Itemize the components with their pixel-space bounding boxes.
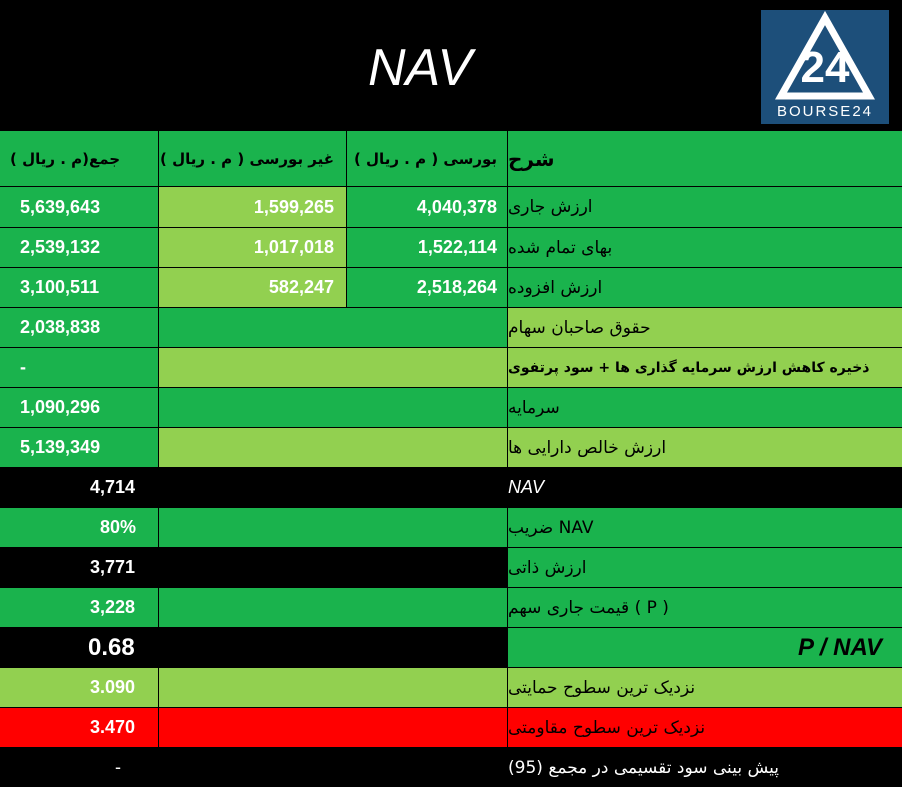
- row-label: پیش بینی سود تقسیمی در مجمع (95): [508, 748, 902, 787]
- empty-cell: [159, 468, 508, 507]
- total-value: 3,228: [0, 588, 159, 627]
- empty-cell: [159, 308, 508, 347]
- total-value: 80%: [0, 508, 159, 547]
- table-row: - ذخیره کاهش ارزش سرمایه گذاری ها + سود …: [0, 347, 902, 387]
- total-value: 3,100,511: [0, 268, 159, 307]
- total-value: -: [0, 348, 159, 387]
- non-bourse-value: 582,247: [159, 268, 347, 307]
- header: NAV 24 BOURSE24: [0, 0, 902, 130]
- row-label: ذخیره کاهش ارزش سرمایه گذاری ها + سود پر…: [508, 348, 902, 387]
- p-nav-value: 0.68: [0, 628, 159, 667]
- table-row: - پیش بینی سود تقسیمی در مجمع (95): [0, 747, 902, 787]
- row-label: NAV: [508, 468, 902, 507]
- empty-cell: [159, 708, 508, 747]
- row-label: سرمایه: [508, 388, 902, 427]
- header-total: ( م . ریال)جمع: [0, 131, 159, 186]
- table-row: 0.68 P / NAV: [0, 627, 902, 667]
- header-bourse: بورسی ( م . ریال ): [347, 131, 508, 186]
- empty-cell: [159, 388, 508, 427]
- empty-cell: [159, 428, 508, 467]
- empty-cell: [159, 668, 508, 707]
- bourse24-logo: 24 BOURSE24: [761, 10, 889, 124]
- empty-cell: [159, 748, 508, 787]
- row-label: حقوق صاحبان سهام: [508, 308, 902, 347]
- non-bourse-value: 1,017,018: [159, 228, 347, 267]
- table-row: 1,090,296 سرمایه: [0, 387, 902, 427]
- table-row: 3.090 نزدیک ترین سطوح حمایتی: [0, 667, 902, 707]
- nav-value: 4,714: [0, 468, 159, 507]
- row-label: نزدیک ترین سطوح مقاومتی: [508, 708, 902, 747]
- table-row: 3,228 ( P ) قیمت جاری سهم: [0, 587, 902, 627]
- bourse-value: 4,040,378: [347, 187, 508, 227]
- row-label: نزدیک ترین سطوح حمایتی: [508, 668, 902, 707]
- row-label: بهای تمام شده: [508, 228, 902, 267]
- header-non-bourse: غیر بورسی ( م . ریال ): [159, 131, 347, 186]
- row-label: ( P ) قیمت جاری سهم: [508, 588, 902, 627]
- support-value: 3.090: [0, 668, 159, 707]
- row-label: ارزش خالص دارایی ها: [508, 428, 902, 467]
- logo-text: BOURSE24: [776, 103, 874, 120]
- resistance-value: 3.470: [0, 708, 159, 747]
- page-title: NAV: [367, 39, 473, 97]
- row-label: NAV ضریب: [508, 508, 902, 547]
- table-row: 5,139,349 ارزش خالص دارایی ها: [0, 427, 902, 467]
- table-row: 4,714 NAV: [0, 467, 902, 507]
- table-row: 3,100,511 582,247 2,518,264 ارزش افزوده: [0, 267, 902, 307]
- empty-cell: [159, 548, 508, 587]
- total-value: 2,539,132: [0, 228, 159, 267]
- table-row: 2,539,132 1,017,018 1,522,114 بهای تمام …: [0, 227, 902, 267]
- empty-cell: [159, 628, 508, 667]
- header-desc: شرح: [508, 131, 902, 186]
- table-row: 3.470 نزدیک ترین سطوح مقاومتی: [0, 707, 902, 747]
- total-value: 1,090,296: [0, 388, 159, 427]
- table-row: 2,038,838 حقوق صاحبان سهام: [0, 307, 902, 347]
- row-label: P / NAV: [508, 628, 902, 667]
- empty-cell: [159, 348, 508, 387]
- non-bourse-value: 1,599,265: [159, 187, 347, 227]
- row-label: ارزش ذاتی: [508, 548, 902, 587]
- table-row: 80% NAV ضریب: [0, 507, 902, 547]
- total-value: 5,139,349: [0, 428, 159, 467]
- total-value: 5,639,643: [0, 187, 159, 227]
- dividend-value: -: [0, 748, 159, 787]
- table-row: 5,639,643 1,599,265 4,040,378 ارزش جاری: [0, 186, 902, 227]
- row-label: ارزش افزوده: [508, 268, 902, 307]
- total-value: 3,771: [0, 548, 159, 587]
- total-value: 2,038,838: [0, 308, 159, 347]
- empty-cell: [159, 588, 508, 627]
- bourse-value: 1,522,114: [347, 228, 508, 267]
- table-row: 3,771 ارزش ذاتی: [0, 547, 902, 587]
- logo-mark: 24: [801, 43, 850, 92]
- table-header-row: ( م . ریال)جمع غیر بورسی ( م . ریال ) بو…: [0, 130, 902, 186]
- row-label: ارزش جاری: [508, 187, 902, 227]
- empty-cell: [159, 508, 508, 547]
- bourse-value: 2,518,264: [347, 268, 508, 307]
